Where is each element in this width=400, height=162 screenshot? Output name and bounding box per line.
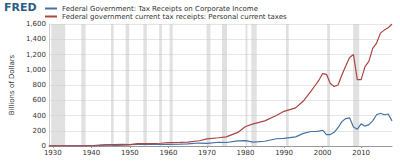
svg-text:600: 600 (33, 96, 46, 104)
svg-text:1960: 1960 (160, 149, 178, 157)
svg-text:FRED: FRED (4, 1, 37, 14)
svg-text:1,000: 1,000 (26, 66, 46, 74)
svg-text:1930: 1930 (44, 149, 62, 157)
svg-text:1980: 1980 (237, 149, 255, 157)
svg-text:1,400: 1,400 (26, 35, 46, 43)
svg-text:400: 400 (33, 112, 46, 120)
svg-text:1,600: 1,600 (26, 20, 46, 28)
svg-text:Billions of Dollars: Billions of Dollars (8, 54, 16, 115)
svg-text:1,200: 1,200 (26, 51, 46, 59)
svg-text:Federal government current tax: Federal government current tax receipts:… (62, 13, 287, 21)
svg-text:2000: 2000 (314, 149, 332, 157)
svg-text:0: 0 (41, 142, 46, 150)
svg-text:1990: 1990 (275, 149, 293, 157)
svg-text:1940: 1940 (82, 149, 100, 157)
svg-text:1950: 1950 (121, 149, 139, 157)
svg-text:Federal Government: Tax Receip: Federal Government: Tax Receipts on Corp… (62, 5, 258, 13)
svg-text:1970: 1970 (198, 149, 216, 157)
svg-text:800: 800 (33, 81, 46, 89)
svg-text:2010: 2010 (352, 149, 370, 157)
svg-text:200: 200 (33, 127, 46, 135)
